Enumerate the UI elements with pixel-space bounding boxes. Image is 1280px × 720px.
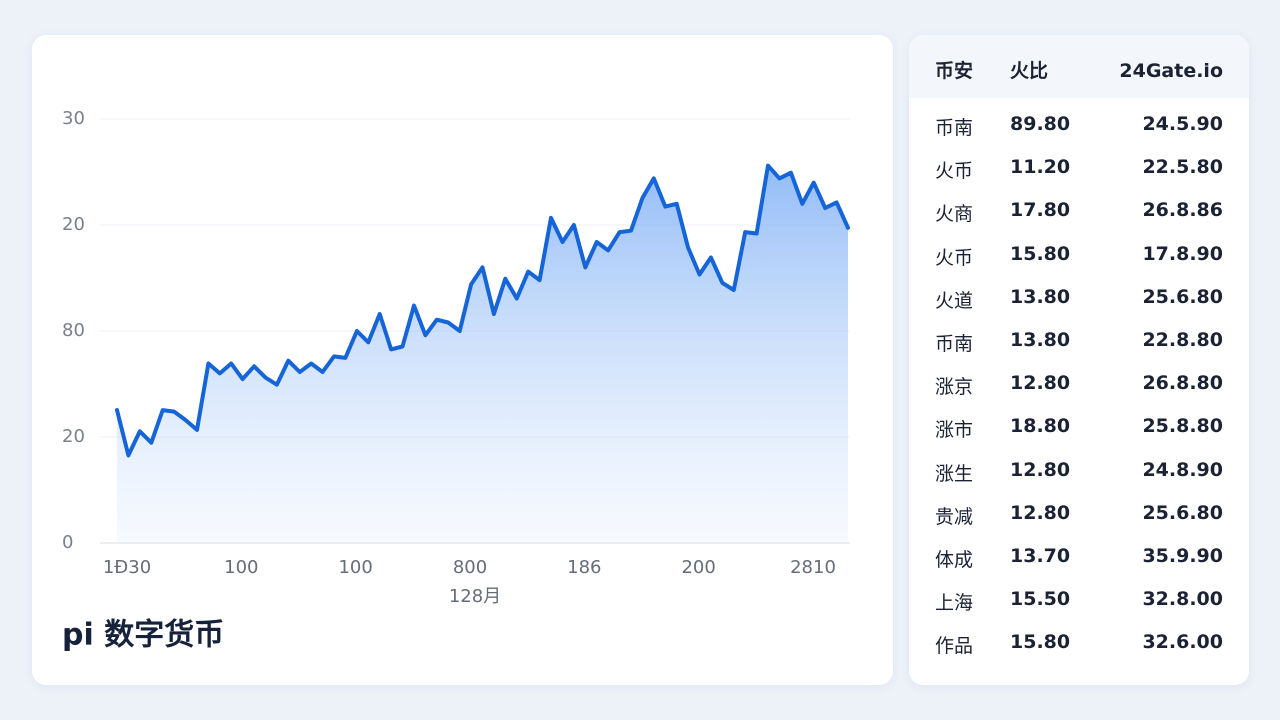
table-cell: 上海	[935, 592, 974, 615]
table-cell: 13.80	[1010, 329, 1071, 351]
table-cell: 15.80	[1010, 242, 1071, 265]
table-cell: 25.8.80	[1142, 415, 1223, 438]
table-cell: 22.5.80	[1142, 156, 1223, 179]
x-tick-label: 800	[453, 557, 487, 578]
table-cell: 13.80	[1010, 285, 1071, 308]
table-cell: 26.8.86	[1142, 199, 1223, 222]
x-tick-label: 2810	[790, 557, 836, 578]
table-cell: 贵减	[935, 505, 974, 528]
table-cell: 15.50	[1010, 588, 1071, 611]
x-tick-label: 200	[681, 557, 715, 578]
table-cell: 32.6.00	[1142, 631, 1223, 654]
table-cell: 89.80	[1010, 113, 1071, 135]
table-cell: 25.6.80	[1142, 285, 1223, 308]
table-cell: 24.8.90	[1142, 458, 1223, 481]
line	[115, 163, 850, 458]
y-tick-label: 30	[62, 108, 85, 129]
y-tick-label: 20	[62, 214, 85, 235]
table-cell: 24.5.90	[1142, 113, 1223, 135]
table-cell: 22.8.80	[1142, 329, 1223, 351]
chart-card: pi 数字货币 128月 0 20 80 20 30 1Ð30 100 100 800 186 20…	[32, 35, 893, 685]
table-cell: 25.6.80	[1142, 501, 1223, 524]
table-card: 币安 火比 24Gate.io 币南 89.80 24.5.90 火币 11.20 22.5.8…	[909, 35, 1249, 685]
table-cell: 26.8.80	[1142, 372, 1223, 395]
table-cell: 17.80	[1010, 199, 1071, 222]
table-cell: 涨生	[935, 462, 974, 485]
area	[117, 165, 848, 543]
table-cell: 17.8.90	[1142, 242, 1223, 265]
x-tick-label: 100	[338, 557, 372, 578]
table-header	[909, 35, 1249, 98]
chart: pi 数字货币 128月 0 20 80 20 30 1Ð30 100 100 800 186 20…	[62, 108, 850, 653]
table-cell: 11.20	[1010, 156, 1071, 179]
table-cell: 12.80	[1010, 458, 1071, 481]
y-tick-label: 80	[62, 320, 85, 341]
column-header: 火比	[1010, 60, 1049, 82]
table-cell: 涨市	[935, 419, 974, 442]
x-tick-label: 1Ð30	[103, 557, 151, 578]
table-cell: 币南	[935, 333, 974, 355]
y-tick-label: 20	[62, 426, 85, 447]
table-cell: 35.9.90	[1142, 545, 1223, 567]
table-cell: 体成	[935, 549, 974, 571]
table-cell: 18.80	[1010, 415, 1071, 438]
x-tick-label: 186	[567, 557, 601, 578]
table-cell: 火币	[935, 246, 974, 269]
table-cell: 作品	[935, 635, 974, 658]
table-cell: 火道	[935, 289, 974, 312]
y-tick-label: 0	[62, 532, 73, 553]
chart-title: pi 数字货币	[62, 618, 224, 653]
table-cell: 15.80	[1010, 631, 1071, 654]
table-cell: 13.70	[1010, 545, 1071, 567]
table-cell: 12.80	[1010, 501, 1071, 524]
table-cell: 涨京	[935, 376, 974, 399]
column-header: 币安	[935, 60, 974, 82]
table-cell: 火商	[935, 203, 974, 226]
table-cell: 12.80	[1010, 372, 1071, 395]
column-header: 24Gate.io	[1119, 60, 1223, 82]
table-cell: 币南	[935, 117, 974, 139]
table-cell: 火币	[935, 160, 974, 183]
x-axis-label: 128月	[449, 586, 501, 607]
x-tick-label: 100	[224, 557, 258, 578]
table-cell: 32.8.00	[1142, 588, 1223, 611]
